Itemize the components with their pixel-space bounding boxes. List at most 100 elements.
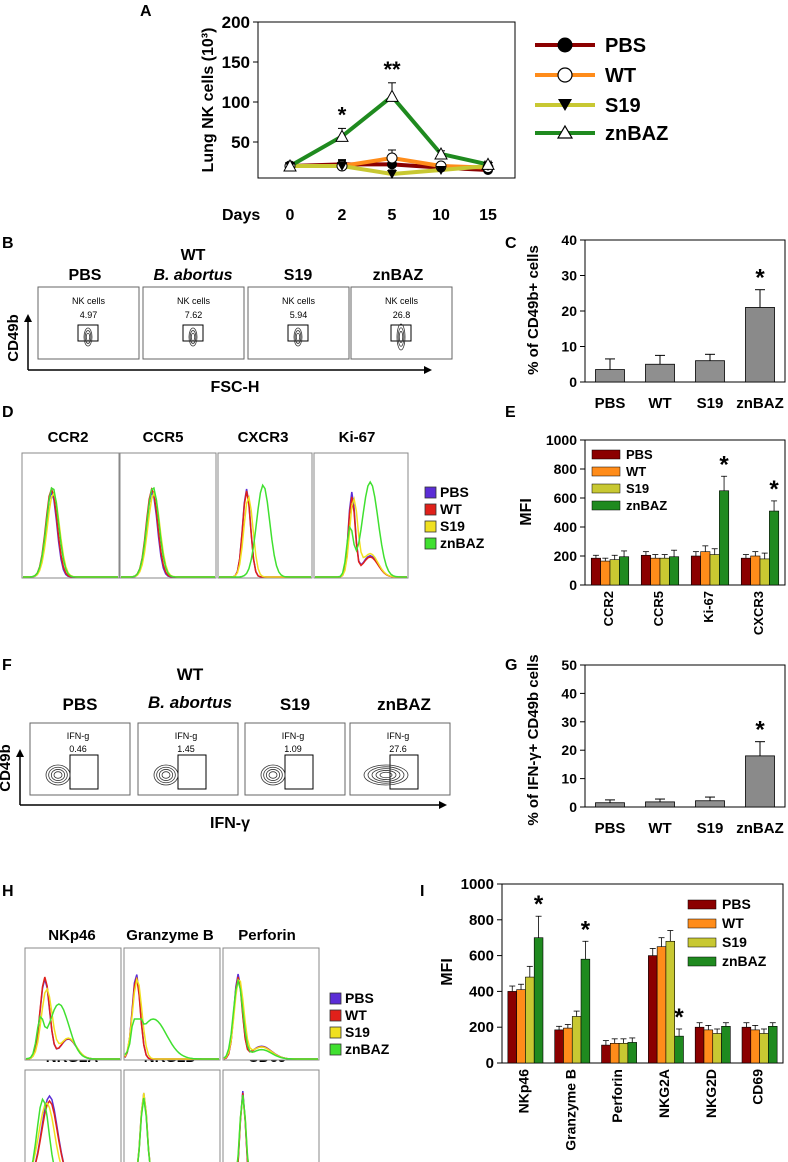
legend-d-swatch-s19 xyxy=(424,520,437,533)
flow-b-title-wt: WT xyxy=(181,247,206,264)
chart-a-xtick-label-5: 5 xyxy=(388,207,397,224)
chart-g-ytick-label-30: 30 xyxy=(561,714,577,730)
flow-f-gate-znbaz xyxy=(389,754,419,790)
chart-g-ylabel: % of IFN-γ+ CD49b cells xyxy=(525,654,542,825)
chart-i-xtick-label-nkp46: NKp46 xyxy=(515,1069,531,1114)
chart-c-ytick-label-30: 30 xyxy=(561,268,577,284)
chart-g-xtick-label-pbs: PBS xyxy=(595,820,626,837)
flow-f-contour-pbs-ring-3 xyxy=(53,771,63,779)
panel-label-h: H xyxy=(2,883,14,900)
chart-a-point-znbaz-4 xyxy=(481,157,495,170)
chart-e-bar-ccr2-znbaz xyxy=(619,556,630,586)
chart-e-annotation-1: * xyxy=(769,476,779,503)
chart-c-ylabel: % of CD49b+ cells xyxy=(525,245,542,375)
chart-a-xtick-label-15: 15 xyxy=(479,207,497,224)
chart-g-xtick-label-wt: WT xyxy=(648,820,671,837)
chart-e-legend-swatch-wt xyxy=(591,466,621,477)
flow-f-plot-pbs xyxy=(29,722,131,796)
chart-e-annotation-0: * xyxy=(719,451,729,478)
chart-c-bar: 0 10 20 30 40 % of CD49b+ cells PBS WT S19 znBAZ * xyxy=(525,232,786,412)
chart-e-legend-label-s19: S19 xyxy=(626,481,649,496)
chart-e-bar-ccr2-s19 xyxy=(609,559,620,586)
legend-a-marker-wt xyxy=(557,67,573,83)
hist-d-title-ccr5: CCR5 xyxy=(143,429,184,446)
chart-c-ytick-label-20: 20 xyxy=(561,303,577,319)
flow-b-plot-znbaz xyxy=(350,286,453,360)
chart-i-bar-nkg2d-wt xyxy=(703,1029,714,1064)
flow-b-gate-value-pbs: 4.97 xyxy=(80,310,98,320)
chart-e-bar-cxcr3-s19 xyxy=(759,558,770,586)
legend-h-swatch-znbaz xyxy=(329,1043,342,1056)
chart-i-legend-swatch-znbaz xyxy=(687,956,717,967)
chart-e-ytick-label-1000: 1000 xyxy=(546,432,577,448)
hist-h-nkp46-curve-znbaz xyxy=(25,1003,120,1060)
flow-f-contour-b-abortus-ring-0 xyxy=(153,764,179,786)
chart-c-xtick-label-wt: WT xyxy=(648,395,671,412)
flow-f-title-pbs: PBS xyxy=(63,695,98,714)
chart-e-bar-ccr5-znbaz xyxy=(669,556,680,586)
hist-d: CCR2 CCR5 CXCR3 Ki-67 xyxy=(21,429,409,579)
chart-i-ytick-label-400: 400 xyxy=(469,983,494,1000)
flow-b-contour-znbaz-ring-0 xyxy=(396,323,406,351)
flow-f-contour-b-abortus-ring-1 xyxy=(156,766,176,784)
flow-f-plot-s19 xyxy=(244,722,346,796)
flow-f-contour-pbs-ring-0 xyxy=(45,764,71,786)
panel-label-d: D xyxy=(2,404,14,421)
panel-label-a: A xyxy=(140,3,152,20)
chart-i-bar: 0 200 400 600 800 1000 MFI NKp46 Granzyme B Perfo… xyxy=(439,876,784,1151)
chart-e-xtick-label-ccr5: CCR5 xyxy=(651,591,666,626)
chart-a-ylabel: Lung NK cells (10³) xyxy=(200,28,217,173)
flow-b-contour-pbs-ring-2 xyxy=(85,332,91,342)
flow-b-title-znbaz: znBAZ xyxy=(373,267,424,284)
chart-g-xtick-label-s19: S19 xyxy=(697,820,724,837)
chart-g-ytick-label-50: 50 xyxy=(561,657,577,673)
chart-g-xtick-label-znbaz: znBAZ xyxy=(736,820,784,837)
flow-f-contour-znbaz-ring-2 xyxy=(371,768,401,782)
chart-i-bar-nkp46-znbaz xyxy=(533,937,544,1064)
legend-h-swatch-wt xyxy=(329,1009,342,1022)
hist-d-title-cxcr3: CXCR3 xyxy=(238,429,289,446)
chart-i-frame xyxy=(501,883,784,1064)
chart-i-bar-cd69-pbs xyxy=(741,1026,752,1064)
legend-a-label-s19: S19 xyxy=(605,95,641,117)
legend-h-label-wt: WT xyxy=(345,1007,367,1023)
chart-a-xtick-label-10: 10 xyxy=(432,207,450,224)
chart-g-frame xyxy=(584,664,786,808)
flow-f-plot-b-abortus xyxy=(137,722,239,796)
chart-i-legend-swatch-pbs xyxy=(687,899,717,910)
chart-g-ytick-label-10: 10 xyxy=(561,771,577,787)
chart-e-ytick-label-800: 800 xyxy=(554,461,578,477)
legend-a-label-pbs: PBS xyxy=(605,35,646,57)
flow-b-contour-s19-ring-0 xyxy=(293,327,303,347)
flow-f-contour-pbs-ring-2 xyxy=(50,769,66,781)
flow-f-y-arrowhead xyxy=(16,749,24,757)
chart-g-ytick-label-20: 20 xyxy=(561,742,577,758)
flow-b-contour-pbs-ring-1 xyxy=(84,330,92,344)
hist-d-ki67-curve-znbaz xyxy=(315,480,407,578)
panel-label-g: G xyxy=(505,657,517,674)
flow-f-gate-value-b-abortus: 1.45 xyxy=(177,744,195,754)
hist-h-title-perforin: Perforin xyxy=(238,927,296,944)
chart-e-ylabel: MFI xyxy=(518,498,535,526)
chart-e-bar-ccr2-wt xyxy=(600,560,611,586)
hist-d-title-ki67: Ki-67 xyxy=(339,429,376,446)
chart-i-ytick-label-200: 200 xyxy=(469,1019,494,1036)
chart-e-legend-swatch-pbs xyxy=(591,449,621,460)
chart-e-legend-label-wt: WT xyxy=(626,464,646,479)
chart-e-bar-ccr5-pbs xyxy=(640,554,651,586)
chart-c-ytick-label-0: 0 xyxy=(569,374,577,390)
legend-a-marker-s19 xyxy=(558,99,572,111)
chart-a-xtick-label-0: 0 xyxy=(286,207,295,224)
chart-i-bar-nkg2a-znbaz xyxy=(674,1035,684,1064)
legend-h-label-znbaz: znBAZ xyxy=(345,1041,390,1057)
hist-h-cd69 xyxy=(222,1069,320,1162)
legend-d-swatch-wt xyxy=(424,503,437,516)
chart-i-ytick-label-600: 600 xyxy=(469,948,494,965)
chart-e-bar-ccr5-wt xyxy=(650,557,661,586)
flow-f-title-wt: WT xyxy=(177,665,204,684)
legend-d-swatch-znbaz xyxy=(424,537,437,550)
chart-a-ytick-label-200: 200 xyxy=(222,13,250,32)
legend-h-label-s19: S19 xyxy=(345,1024,370,1040)
chart-e-xtick-label-cxcr3: CXCR3 xyxy=(751,591,766,635)
